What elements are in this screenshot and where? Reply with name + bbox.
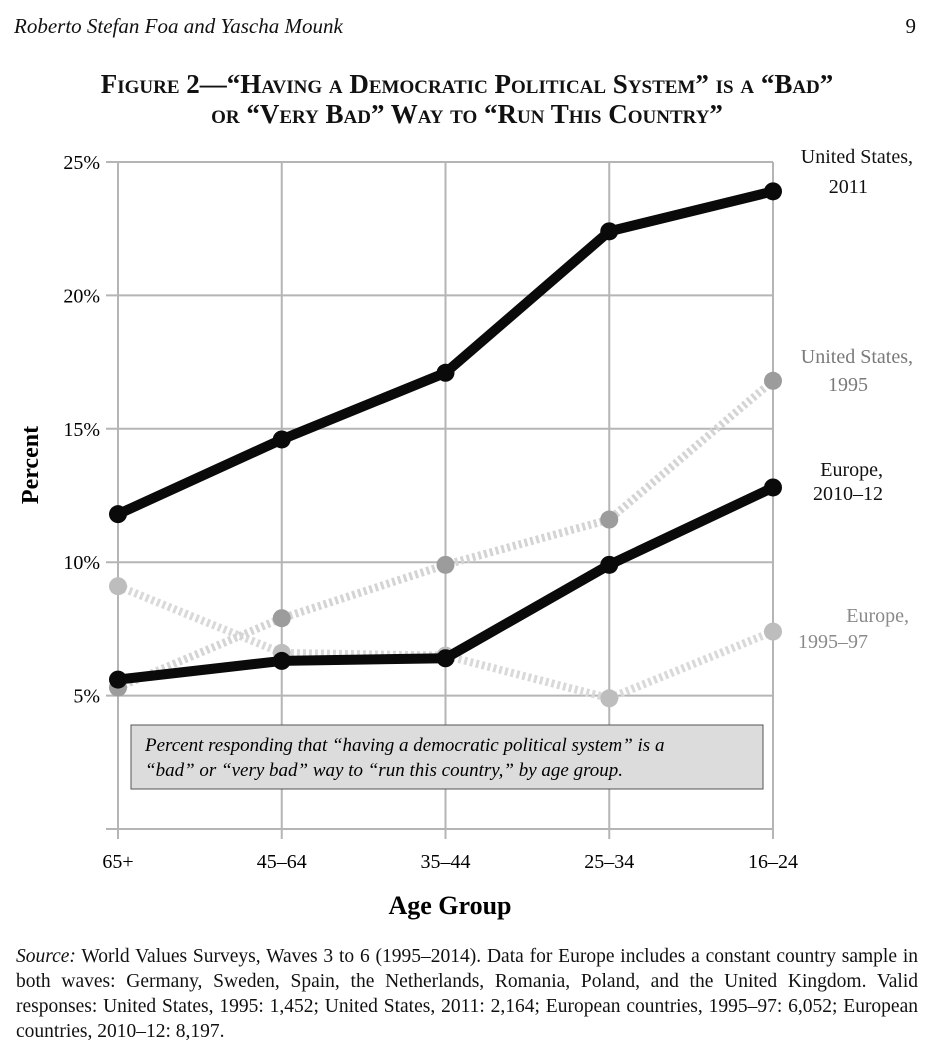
data-point [764, 622, 782, 641]
y-axis-title: Percent [18, 426, 44, 504]
source-label: Source: [16, 946, 76, 967]
x-axis-title: Age Group [388, 891, 511, 920]
data-point [764, 478, 782, 497]
data-point [109, 577, 127, 596]
x-tick-label: 16–24 [748, 851, 798, 873]
y-tick-label: 10% [63, 552, 100, 574]
data-point [272, 430, 291, 449]
data-point [272, 609, 291, 628]
figure-title-line1: Figure 2—“Having a Democratic Political … [100, 69, 834, 99]
series-label-line1: Europe, [820, 459, 883, 481]
data-point [600, 555, 619, 574]
source-note: Source: World Values Surveys, Waves 3 to… [16, 944, 918, 1044]
x-tick-label: 45–64 [257, 851, 307, 873]
y-tick-label: 5% [73, 686, 100, 708]
series-label-line2: 1995–97 [798, 631, 868, 653]
y-tick-label: 15% [63, 419, 100, 441]
y-tick-label: 20% [63, 285, 100, 307]
data-point [272, 651, 291, 670]
series-united-states-2011 [109, 182, 782, 524]
annotation-box: Percent responding that “having a democr… [130, 724, 764, 790]
series-label-line2: 1995 [828, 374, 868, 396]
figure-title-line2: or “Very Bad” Way to “Run This Country” [211, 99, 723, 129]
series-label-line2: 2010–12 [813, 483, 883, 505]
data-point [764, 371, 782, 390]
annotation-line2: “bad” or “very bad” way to “run this cou… [145, 760, 623, 781]
y-tick-label: 25% [63, 152, 100, 174]
data-point [109, 670, 127, 689]
data-point [600, 689, 619, 708]
source-text: World Values Surveys, Waves 3 to 6 (1995… [16, 946, 918, 1042]
x-tick-label: 35–44 [421, 851, 471, 873]
annotation-line1: Percent responding that “having a democr… [144, 735, 664, 756]
page-number: 9 [905, 14, 917, 38]
series-label-line2: 2011 [829, 176, 868, 198]
data-point [109, 505, 127, 524]
series-europe-2010-12 [109, 478, 782, 689]
data-point [764, 182, 782, 201]
data-point [600, 222, 619, 241]
series-label-line1: United States, [801, 346, 913, 368]
line-chart: 5% 10% 15% 20% 25% 65+ 45–64 35–44 25–34 16–24 Pe… [18, 146, 913, 920]
running-header-authors: Roberto Stefan Foa and Yascha Mounk [14, 14, 343, 38]
data-point [600, 510, 619, 529]
series-label-line1: Europe, [846, 605, 909, 627]
x-tick-label: 65+ [102, 851, 133, 873]
data-point [436, 555, 455, 574]
x-tick-label: 25–34 [584, 851, 634, 873]
series-label-line1: United States, [801, 146, 913, 168]
data-point [436, 363, 455, 382]
data-point [436, 649, 455, 668]
